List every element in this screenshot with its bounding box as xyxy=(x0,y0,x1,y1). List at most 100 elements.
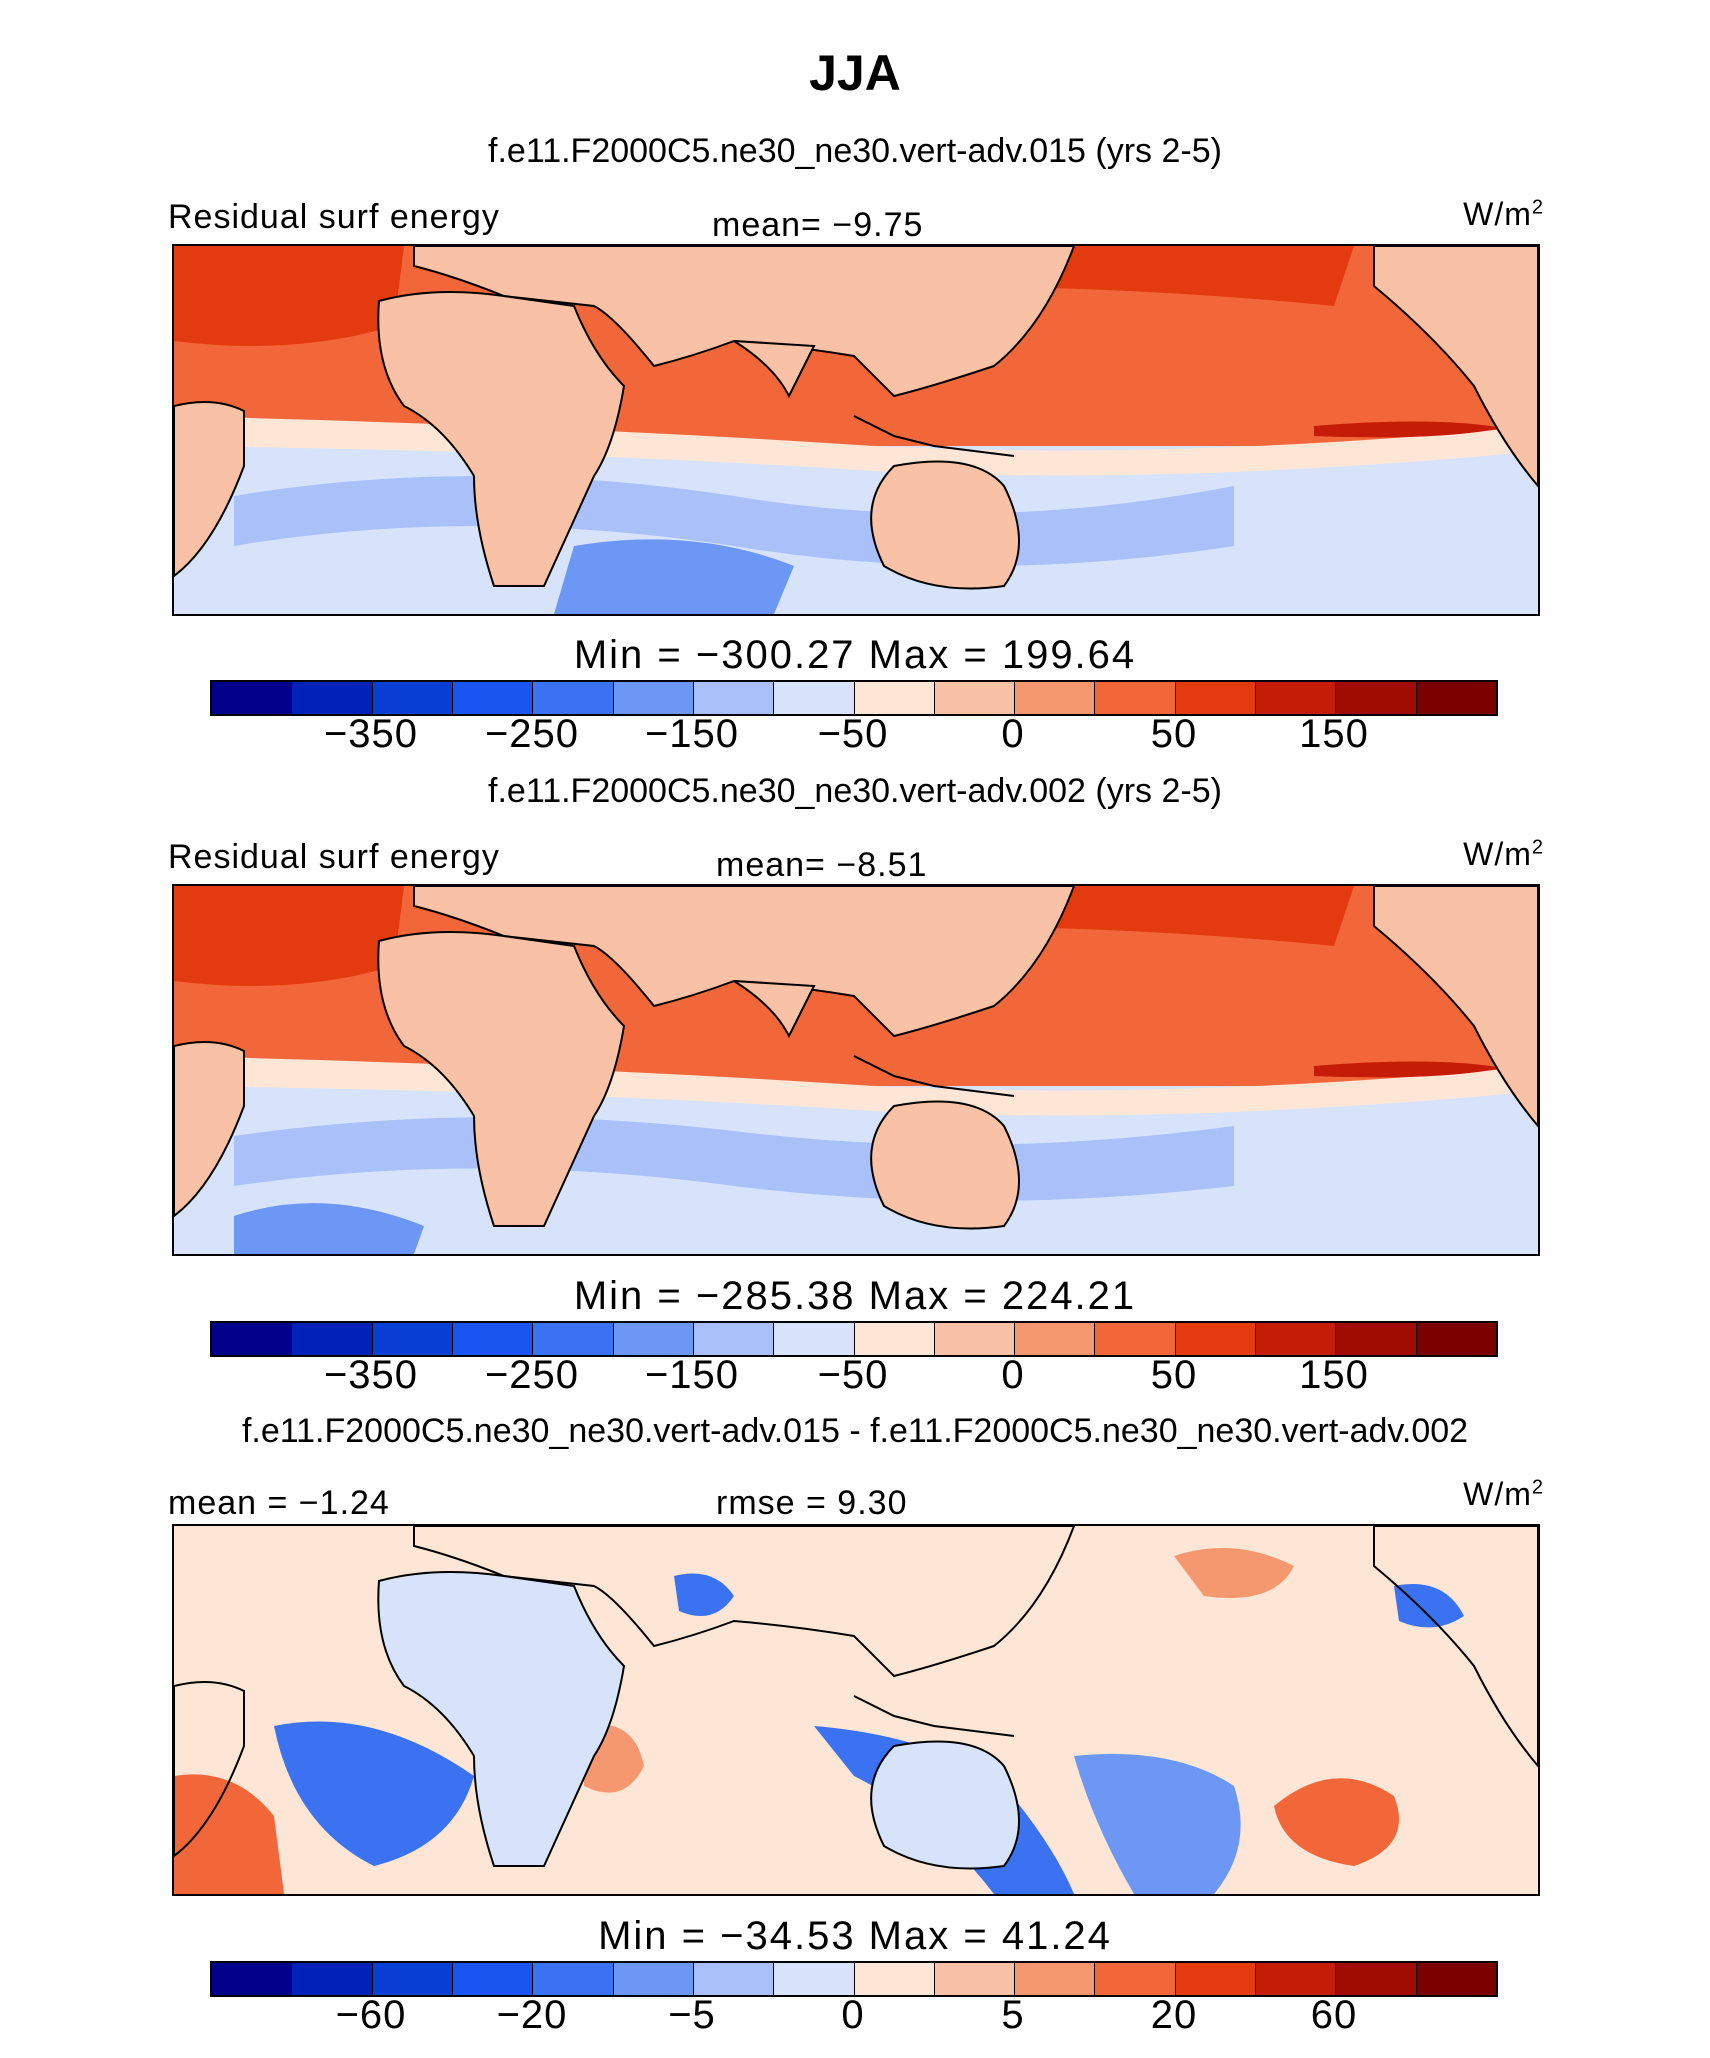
india-land xyxy=(733,980,816,1039)
panel-1-title: f.e11.F2000C5.ne30_ne30.vert-adv.015 (yr… xyxy=(488,132,1222,170)
panel-2-tick: 0 xyxy=(1001,1353,1025,1397)
colorbar-box xyxy=(1336,1963,1417,1995)
panel-2-tick: 50 xyxy=(1150,1353,1198,1397)
positive-patch xyxy=(174,1774,284,1894)
colorbar-box xyxy=(292,1963,373,1995)
south-america-land xyxy=(174,1681,245,1858)
maritime-continent xyxy=(853,415,1015,457)
colorbar-box xyxy=(1256,682,1337,714)
south-america-land xyxy=(174,1041,245,1218)
panel-2-title: f.e11.F2000C5.ne30_ne30.vert-adv.002 (yr… xyxy=(488,772,1222,810)
colorbar-box xyxy=(372,1963,453,1995)
south-america-land xyxy=(174,401,245,578)
colorbar-box xyxy=(854,682,935,714)
colorbar-box xyxy=(452,1323,534,1355)
colorbar-box xyxy=(1256,1323,1337,1355)
panel-1-minmax: Min = −300.27 Max = 199.64 xyxy=(573,633,1137,677)
colorbar-box xyxy=(1015,1963,1096,1995)
colorbar-box xyxy=(1416,682,1496,714)
colorbar-box xyxy=(1175,1323,1257,1355)
panel-1-tick: 50 xyxy=(1150,712,1198,756)
colorbar-box xyxy=(1015,1323,1096,1355)
negative-patch xyxy=(1074,1754,1241,1894)
panel-1-mean-label: mean= −9.75 xyxy=(712,206,924,244)
eurasia-land xyxy=(413,1526,1076,1678)
north-america-land xyxy=(1373,1526,1538,1768)
maritime-continent xyxy=(853,1695,1015,1737)
negative-patch xyxy=(1394,1584,1464,1628)
colorbar-box xyxy=(452,682,534,714)
colorbar-box xyxy=(212,1963,293,1995)
panel-1-tick: −250 xyxy=(484,712,580,756)
southern-field-deep-patch xyxy=(554,539,794,614)
india-land xyxy=(733,340,816,399)
colorbar-box xyxy=(1256,1963,1337,1995)
panel-3-mean-label: mean = −1.24 xyxy=(168,1484,390,1522)
colorbar-box xyxy=(613,682,694,714)
colorbar-box xyxy=(533,682,614,714)
panel-2-tick: −350 xyxy=(323,1353,419,1397)
panel-1-tick: 0 xyxy=(1001,712,1025,756)
colorbar-box xyxy=(1336,682,1417,714)
panel-3-tick: 20 xyxy=(1150,1993,1198,2037)
panel-1-tick: 150 xyxy=(1299,712,1369,756)
colorbar-box xyxy=(533,1963,614,1995)
panel-1-map xyxy=(172,244,1540,616)
colorbar-box xyxy=(1175,682,1257,714)
panel-1-tick: −50 xyxy=(817,712,889,756)
figure-title: JJA xyxy=(809,45,901,101)
north-america-land xyxy=(1373,886,1538,1128)
panel-3-tick: 0 xyxy=(841,1993,865,2037)
colorbar-box xyxy=(452,1963,534,1995)
panel-3-tick: −5 xyxy=(668,1993,716,2037)
panel-2-units: W/m2 xyxy=(1463,836,1544,872)
panel-3-rmse-label: rmse = 9.30 xyxy=(716,1484,908,1522)
panel-1-variable-label: Residual surf energy xyxy=(168,198,500,236)
positive-patch xyxy=(1174,1548,1294,1598)
north-america-land xyxy=(1373,246,1538,488)
panel-2-colorbar xyxy=(210,1321,1498,1357)
panel-3-title: f.e11.F2000C5.ne30_ne30.vert-adv.015 - f… xyxy=(241,1412,1469,1450)
panel-3-minmax: Min = −34.53 Max = 41.24 xyxy=(598,1914,1112,1958)
colorbar-box xyxy=(854,1963,935,1995)
colorbar-box xyxy=(292,1323,373,1355)
colorbar-box xyxy=(292,682,373,714)
panel-3-units: W/m2 xyxy=(1463,1476,1544,1512)
maritime-continent xyxy=(853,1055,1015,1097)
north-atlantic-band xyxy=(174,886,404,986)
positive-patch xyxy=(1274,1778,1399,1866)
itcz-dark-band xyxy=(1314,1061,1504,1078)
panel-1-colorbar xyxy=(210,680,1498,716)
colorbar-box xyxy=(1175,1963,1257,1995)
australia-land xyxy=(870,460,1020,590)
colorbar-box xyxy=(613,1963,694,1995)
panel-2-mean-label: mean= −8.51 xyxy=(716,846,928,884)
colorbar-box xyxy=(1416,1963,1496,1995)
colorbar-box xyxy=(774,1963,855,1995)
colorbar-box xyxy=(533,1323,614,1355)
colorbar-box xyxy=(1095,1323,1176,1355)
panel-1-units: W/m2 xyxy=(1463,196,1544,232)
colorbar-box xyxy=(934,682,1016,714)
panel-1-tick: −350 xyxy=(323,712,419,756)
colorbar-box xyxy=(1015,682,1096,714)
negative-patch xyxy=(674,1573,734,1616)
colorbar-box xyxy=(1095,1963,1176,1995)
colorbar-box xyxy=(693,1323,775,1355)
panel-2-minmax: Min = −285.38 Max = 224.21 xyxy=(573,1274,1137,1318)
panel-2-tick: −250 xyxy=(484,1353,580,1397)
panel-3-tick: 5 xyxy=(1001,1993,1025,2037)
colorbar-box xyxy=(854,1323,935,1355)
colorbar-box xyxy=(212,1323,293,1355)
colorbar-box xyxy=(774,682,855,714)
colorbar-box xyxy=(693,682,775,714)
panel-2-map xyxy=(172,884,1540,1256)
australia-land xyxy=(870,1740,1020,1870)
colorbar-box xyxy=(1095,682,1176,714)
panel-2-variable-label: Residual surf energy xyxy=(168,838,500,876)
panel-2-tick: −50 xyxy=(817,1353,889,1397)
panel-3-tick: −60 xyxy=(335,1993,407,2037)
colorbar-box xyxy=(1416,1323,1496,1355)
panel-3-map xyxy=(172,1524,1540,1896)
colorbar-box xyxy=(372,682,453,714)
